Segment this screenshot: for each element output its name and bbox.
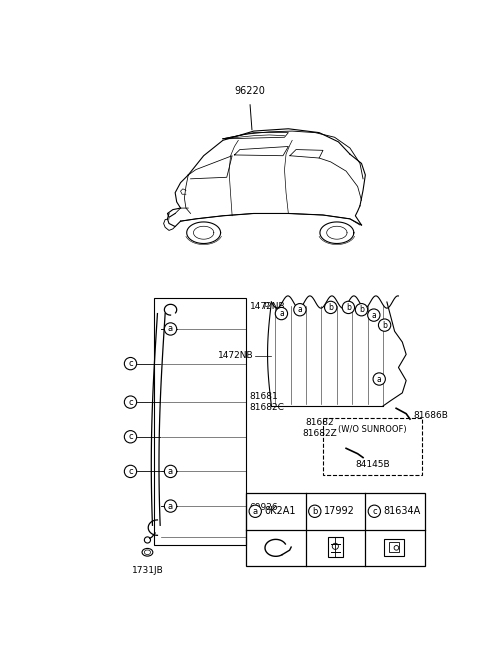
Text: 0K2A1: 0K2A1	[264, 506, 296, 516]
Text: 1731JB: 1731JB	[132, 566, 163, 575]
Text: 1472NB: 1472NB	[218, 352, 254, 360]
Circle shape	[368, 505, 381, 518]
Text: b: b	[312, 507, 317, 516]
Text: 81681
81682C: 81681 81682C	[250, 392, 285, 412]
Text: 84145B: 84145B	[355, 460, 390, 469]
Circle shape	[294, 304, 306, 316]
Text: p: p	[264, 300, 269, 309]
Circle shape	[275, 308, 288, 319]
Text: c: c	[128, 359, 133, 368]
Text: a: a	[168, 325, 173, 333]
Text: a: a	[372, 310, 376, 319]
Bar	[246, 493, 425, 566]
Circle shape	[164, 465, 177, 478]
Circle shape	[124, 358, 137, 370]
Bar	[323, 417, 421, 475]
Circle shape	[124, 465, 137, 478]
Bar	[389, 543, 399, 552]
Circle shape	[373, 373, 385, 385]
Bar	[154, 298, 246, 544]
Circle shape	[164, 323, 177, 335]
Circle shape	[324, 301, 337, 314]
Text: a: a	[279, 309, 284, 318]
Text: a: a	[168, 502, 173, 510]
Text: 69926: 69926	[250, 503, 278, 512]
Text: 81686B: 81686B	[414, 411, 449, 420]
Text: 81682
81682Z: 81682 81682Z	[302, 417, 337, 438]
Text: c: c	[372, 507, 377, 516]
Circle shape	[355, 304, 368, 316]
Text: b: b	[346, 303, 351, 312]
Text: a: a	[377, 375, 382, 384]
Text: 81634A: 81634A	[384, 506, 421, 516]
Bar	[384, 539, 404, 556]
Text: 1472NB: 1472NB	[250, 302, 286, 311]
Text: (W/O SUNROOF): (W/O SUNROOF)	[338, 425, 407, 434]
Text: a: a	[168, 467, 173, 476]
Text: c: c	[128, 432, 133, 441]
Circle shape	[124, 430, 137, 443]
Text: c: c	[128, 467, 133, 476]
Text: c: c	[128, 398, 133, 407]
Circle shape	[342, 301, 355, 314]
Text: a: a	[252, 507, 258, 516]
Text: 96220: 96220	[234, 86, 265, 96]
Text: a: a	[298, 305, 302, 314]
Circle shape	[309, 505, 321, 518]
Circle shape	[368, 309, 380, 321]
Text: 17992: 17992	[324, 506, 355, 516]
Bar	[328, 537, 343, 557]
Circle shape	[164, 500, 177, 512]
Text: b: b	[359, 305, 364, 314]
Text: b: b	[382, 321, 387, 329]
Text: b: b	[328, 303, 333, 312]
Circle shape	[378, 319, 391, 331]
Circle shape	[124, 396, 137, 408]
Circle shape	[249, 505, 262, 518]
